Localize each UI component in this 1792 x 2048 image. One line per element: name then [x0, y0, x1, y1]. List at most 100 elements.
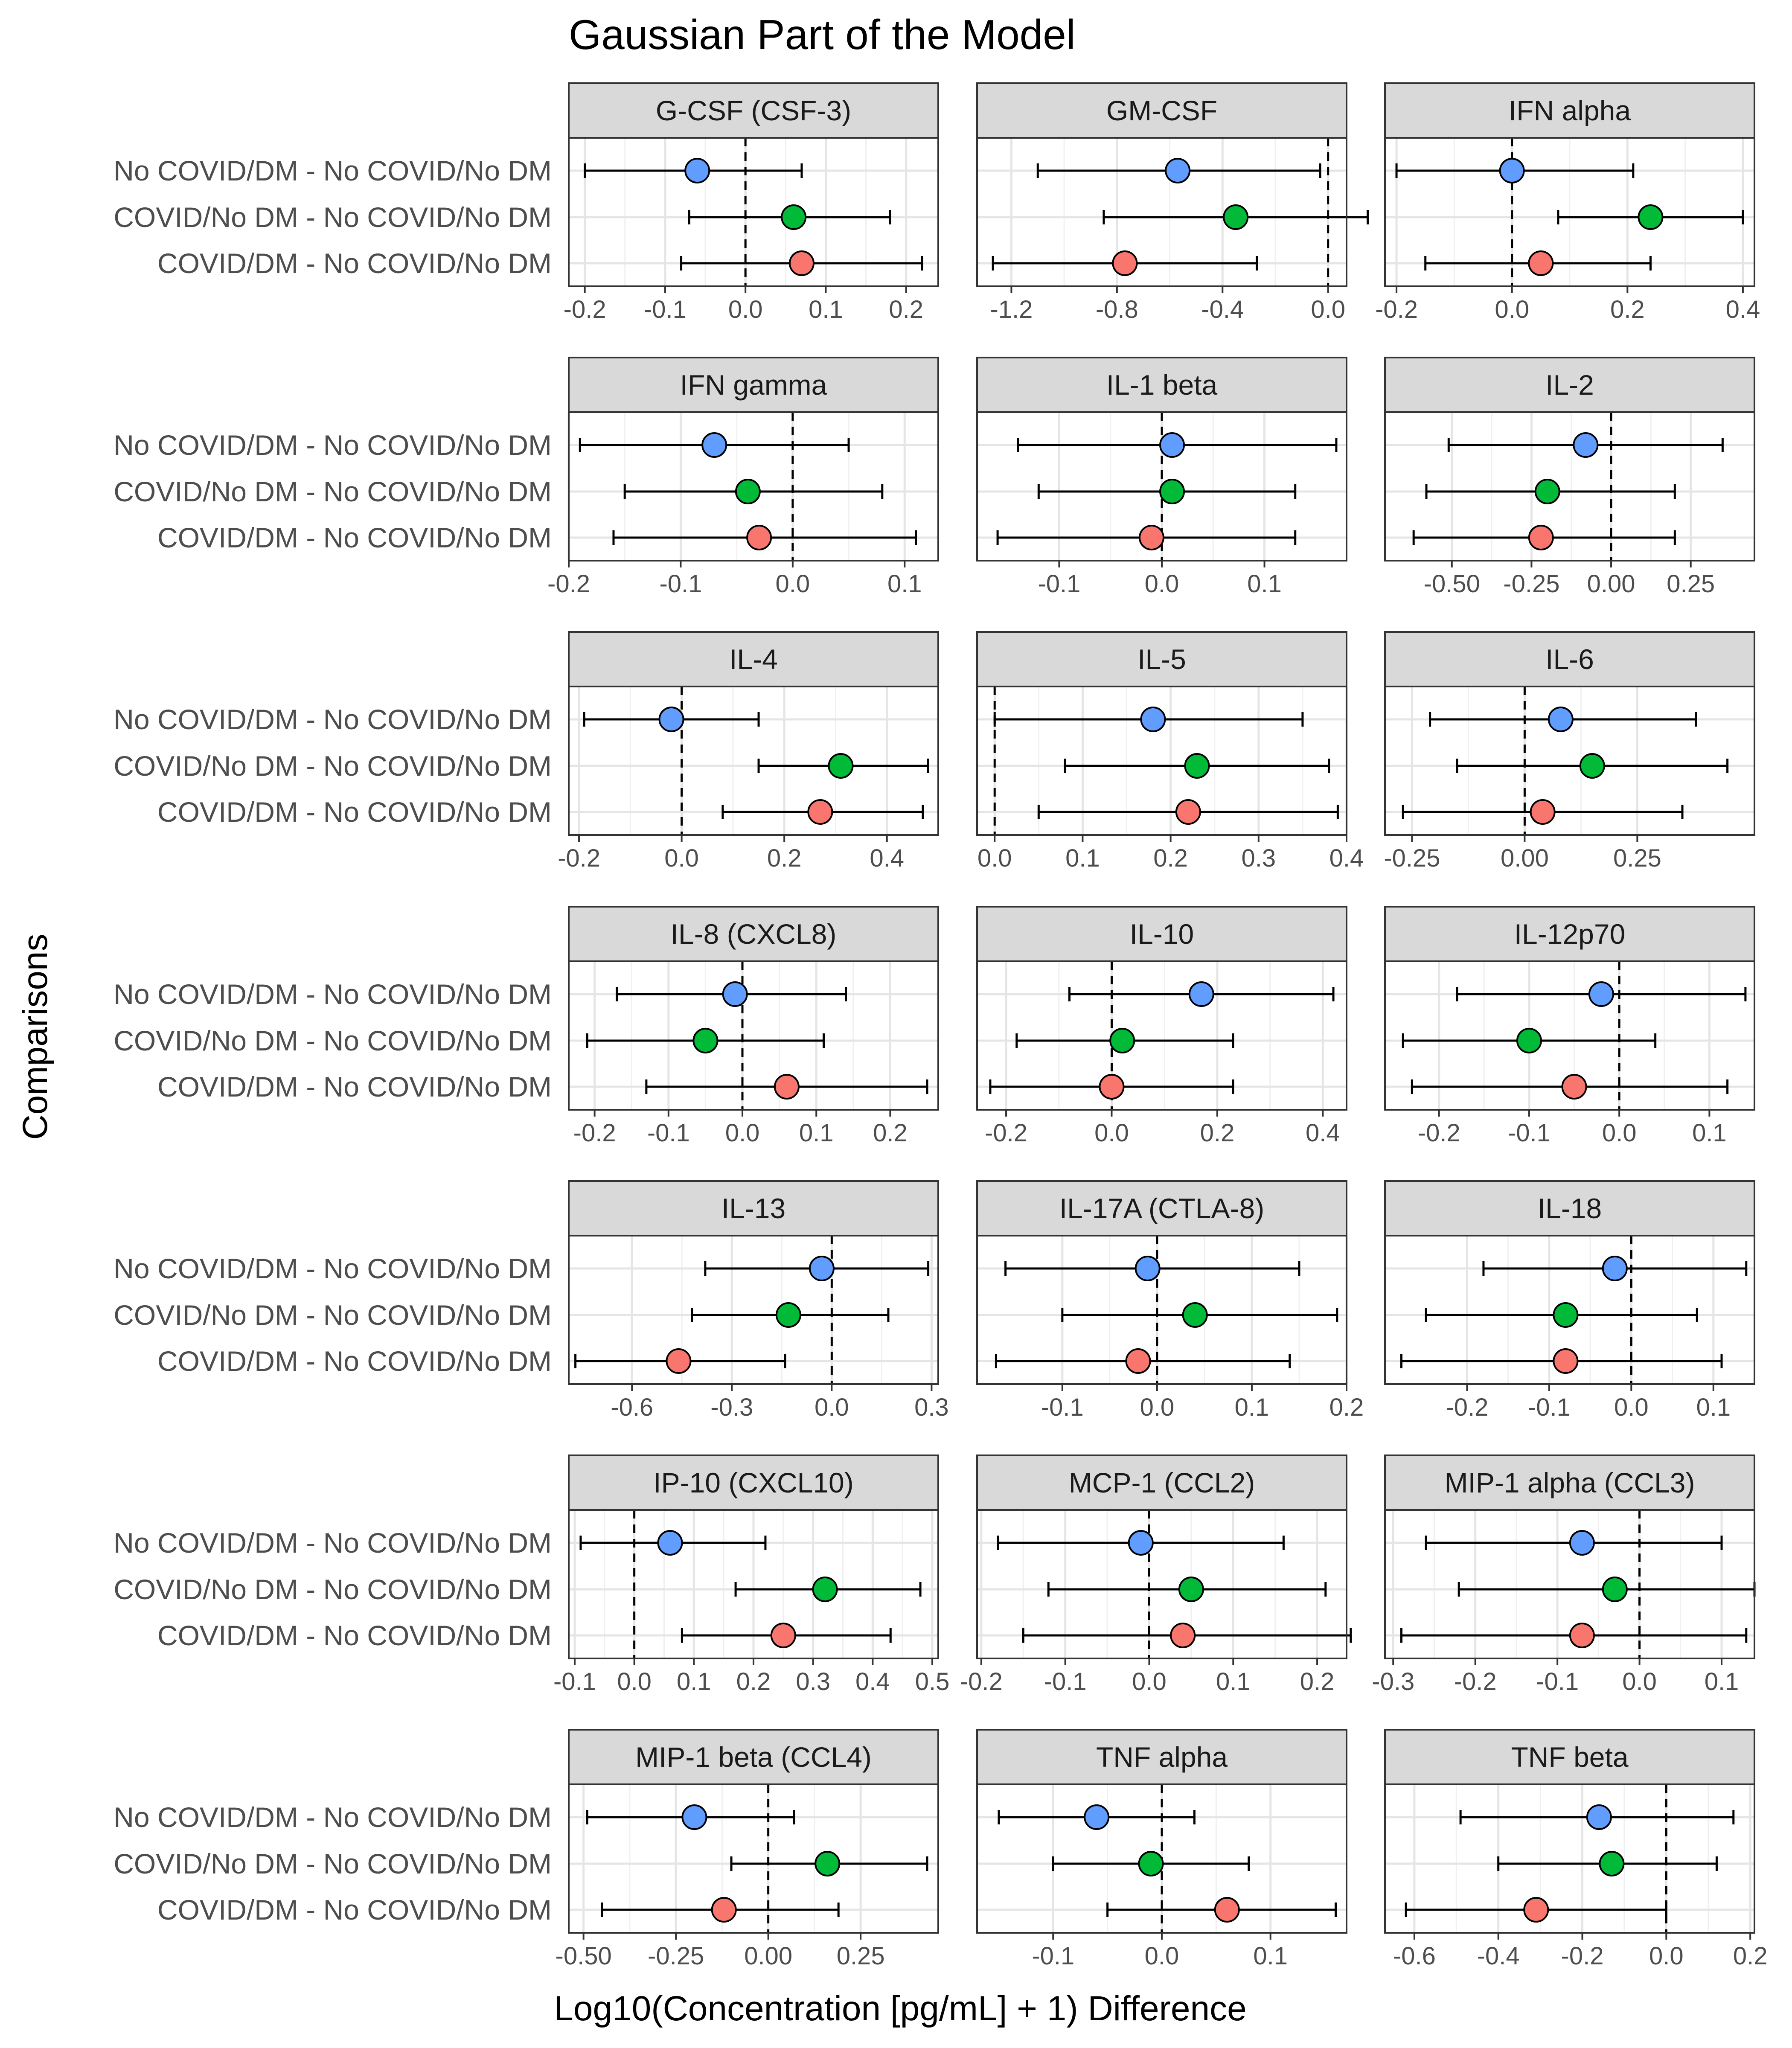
x-tick-label: 0.0 [1495, 296, 1529, 323]
estimate-point [1553, 1348, 1579, 1374]
panel-background [1385, 412, 1754, 561]
estimate-point [711, 1897, 737, 1923]
x-tick-label: -0.25 [648, 1942, 704, 1970]
estimate-point [1128, 1530, 1154, 1556]
estimate-point [1125, 1348, 1151, 1374]
facet-strip [1384, 1180, 1755, 1236]
x-tick-label: 0.2 [1733, 1942, 1768, 1970]
estimate-point [1573, 432, 1599, 458]
x-tick-label: -0.1 [659, 570, 702, 598]
comparison-label: COVID/DM - No COVID/No DM [157, 796, 552, 828]
estimate-point [1561, 1074, 1587, 1100]
facet-panel: IL-8 (CXCL8) -0.2 -0.1 0.0 0.1 0.2 [568, 906, 939, 1147]
x-tick-label: 0.25 [1667, 570, 1715, 598]
x-tick-label: 0.0 [725, 1119, 760, 1147]
facet-strip-label: IFN gamma [680, 369, 827, 401]
x-tick-label: -0.25 [1384, 844, 1440, 872]
x-tick-label: 0.1 [1253, 1942, 1288, 1970]
panel-border [976, 686, 1347, 836]
x-tick-label: -0.6 [1393, 1942, 1436, 1970]
facet-strip-label: MCP-1 (CCL2) [1069, 1467, 1255, 1498]
facet-panel: IL-6 -0.25 0.00 0.25 [1384, 631, 1755, 872]
x-tick-label: 0.0 [1311, 296, 1345, 323]
x-tick-label: 0.2 [1329, 1393, 1364, 1421]
x-tick-label: 0.0 [977, 844, 1012, 872]
facet-strip [568, 1455, 939, 1511]
panel-background [977, 1236, 1347, 1384]
estimate-point [681, 1804, 707, 1830]
estimate-point [1528, 525, 1554, 550]
panel-border [976, 137, 1347, 287]
x-tick-label: 0.0 [1145, 1942, 1179, 1970]
x-tick-label: 0.0 [1132, 1668, 1167, 1696]
facet-panel: TNF beta -0.6 -0.4 -0.2 0.0 0.2 [1384, 1729, 1768, 1970]
facet-strip-label: IL-5 [1137, 643, 1186, 675]
x-tick-label: -0.1 [1508, 1119, 1551, 1147]
estimate-point [1516, 1028, 1542, 1053]
x-tick-label: 0.0 [728, 296, 763, 323]
estimate-point [1499, 158, 1525, 183]
x-tick-label: -0.4 [1477, 1942, 1520, 1970]
facet-strip [568, 1729, 939, 1785]
x-tick-label: 0.4 [1726, 296, 1760, 323]
x-tick-label: 0.1 [1247, 570, 1282, 598]
facet-strip-label: G-CSF (CSF-3) [656, 95, 851, 126]
estimate-point [1523, 1897, 1549, 1923]
x-tick-label: 0.2 [1300, 1668, 1335, 1696]
estimate-point [788, 250, 815, 276]
facet-panel: IL-4 -0.2 0.0 0.2 0.4 [558, 631, 939, 872]
facet-strip-label: IL-8 (CXCL8) [671, 918, 837, 950]
estimate-point [722, 981, 748, 1007]
comparison-label: No COVID/DM - No COVID/No DM [113, 1527, 552, 1559]
panel-background [977, 961, 1347, 1110]
panel-border [1384, 137, 1755, 287]
facet-panel: MIP-1 beta (CCL4) -0.50 -0.25 0.00 0.25 [556, 1729, 939, 1970]
facet-strip [976, 631, 1347, 687]
comparison-label: No COVID/DM - No COVID/No DM [113, 978, 552, 1010]
estimate-point [1588, 981, 1614, 1007]
estimate-point [1586, 1804, 1612, 1830]
x-tick-label: -0.2 [573, 1119, 616, 1147]
facet-panel: IFN alpha -0.2 0.0 0.2 0.4 [1375, 82, 1760, 323]
panel-border [568, 686, 939, 836]
panel-border [976, 1235, 1347, 1385]
x-tick-label: 0.0 [1622, 1668, 1657, 1696]
facet-panel: IL-18 -0.2 -0.1 0.0 0.1 [1384, 1180, 1755, 1421]
x-tick-label: -0.1 [1044, 1668, 1087, 1696]
estimate-point [735, 479, 761, 504]
facet-strip [568, 1180, 939, 1236]
estimate-point [1112, 250, 1138, 276]
facet-panel: IL-10 -0.2 0.0 0.2 0.4 [976, 906, 1347, 1147]
estimate-point [701, 432, 727, 458]
facet-strip-label: IL-18 [1538, 1193, 1602, 1224]
x-tick-label: 0.2 [736, 1668, 771, 1696]
facet-strip-label: IL-6 [1545, 643, 1594, 675]
facet-strip [1384, 631, 1755, 687]
estimate-point [1099, 1074, 1125, 1100]
x-tick-label: 0.00 [1501, 844, 1549, 872]
estimate-point [770, 1623, 796, 1648]
x-tick-label: 0.0 [664, 844, 699, 872]
x-tick-label: 0.3 [914, 1393, 949, 1421]
facet-panel: IL-17A (CTLA-8) -0.1 0.0 0.1 0.2 [976, 1180, 1364, 1421]
x-tick-label: 0.1 [887, 570, 922, 598]
estimate-point [1188, 981, 1214, 1007]
comparison-label: No COVID/DM - No COVID/No DM [113, 704, 552, 735]
comparison-label: No COVID/DM - No COVID/No DM [113, 1801, 552, 1833]
facet-panel: MCP-1 (CCL2) -0.2 -0.1 0.0 0.1 0.2 [960, 1455, 1352, 1696]
x-tick-label: -0.1 [1536, 1668, 1579, 1696]
x-tick-label: 0.1 [1692, 1119, 1727, 1147]
estimate-point [692, 1028, 719, 1053]
x-tick-label: 0.1 [1705, 1668, 1739, 1696]
x-tick-label: -0.2 [1561, 1942, 1604, 1970]
estimate-point [1175, 799, 1201, 825]
estimate-point [1109, 1028, 1135, 1053]
comparison-label: COVID/No DM - No COVID/No DM [113, 201, 552, 233]
estimate-point [1553, 1302, 1579, 1328]
facet-panel: IL-2 -0.50 -0.25 0.00 0.25 [1384, 357, 1755, 598]
facet-panel: IL-1 beta -0.1 0.0 0.1 [976, 357, 1347, 598]
x-tick-label: 0.25 [1613, 844, 1661, 872]
panel-background [1385, 1784, 1754, 1933]
x-tick-label: 0.1 [1065, 844, 1100, 872]
comparison-label: COVID/No DM - No COVID/No DM [113, 1574, 552, 1605]
